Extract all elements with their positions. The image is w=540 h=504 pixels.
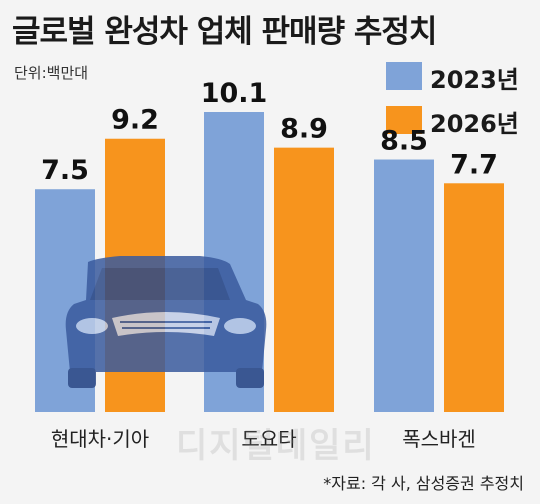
chart-title: 글로벌 완성차 업체 판매량 추정치 xyxy=(12,14,437,50)
value-label-2026-2: 7.7 xyxy=(450,149,498,180)
legend-swatch-2023 xyxy=(386,62,422,90)
value-label-2026-0: 9.2 xyxy=(111,105,159,136)
value-label-2023-2: 8.5 xyxy=(380,126,428,157)
category-label-1: 도요타 xyxy=(241,427,296,451)
value-label-2023-1: 10.1 xyxy=(201,78,268,109)
category-label-0: 현대차·기아 xyxy=(51,427,149,451)
car-icon xyxy=(65,256,267,388)
value-label-2023-0: 7.5 xyxy=(41,155,89,186)
watermark: 디지털데일리 xyxy=(176,426,376,466)
legend-label-2026: 2026년 xyxy=(430,110,519,138)
unit-label: 단위:백만대 xyxy=(14,64,89,82)
value-label-2026-1: 8.9 xyxy=(280,114,328,145)
category-label-2: 폭스바겐 xyxy=(402,427,476,451)
bar-2026-2 xyxy=(444,183,504,412)
bar-2023-2 xyxy=(374,159,434,412)
legend-label-2023: 2023년 xyxy=(430,66,519,94)
legend-swatch-2026 xyxy=(386,106,422,134)
labels-layer: 7.5 9.2 현대차·기아 10.1 8.9 도요타 8.5 7.7 폭스바겐 xyxy=(41,78,498,451)
bar-2026-1 xyxy=(274,147,334,413)
source-note: *자료: 각 사, 삼성증권 추정치 xyxy=(323,474,524,493)
